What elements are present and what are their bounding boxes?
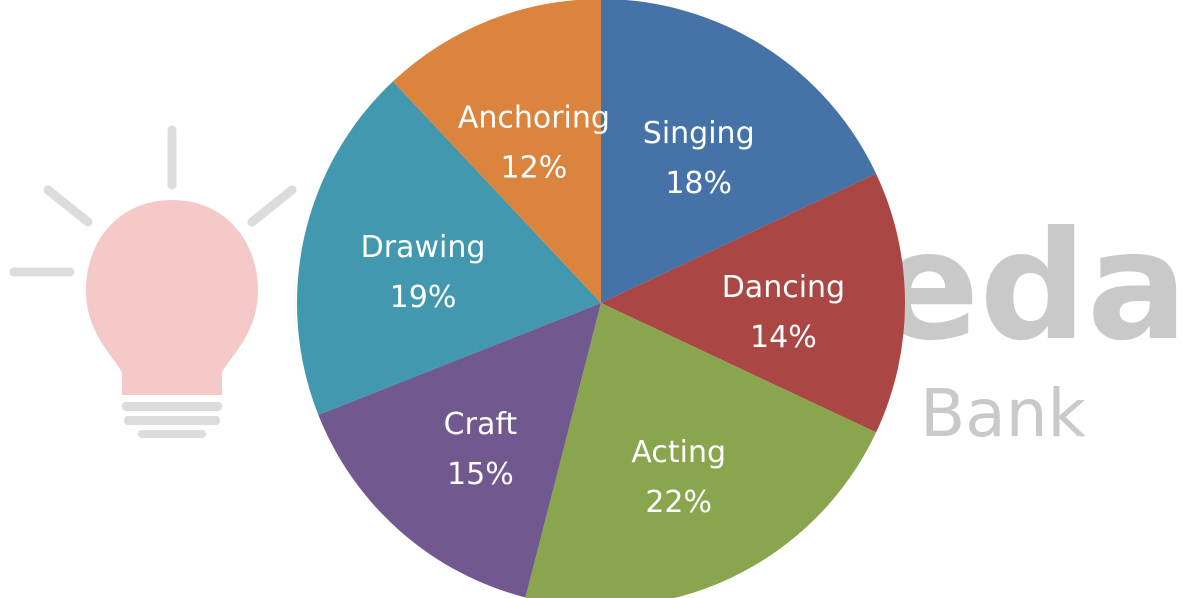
lightbulb-icon	[86, 200, 258, 438]
slice-label-anchoring: Anchoring	[458, 100, 610, 135]
slice-value-anchoring: 12%	[501, 150, 568, 185]
slice-value-dancing: 14%	[750, 320, 817, 355]
slice-value-singing: 18%	[665, 166, 732, 201]
slice-value-acting: 22%	[645, 485, 712, 520]
pie-slice-drawing	[297, 81, 601, 415]
pie-slices	[297, 0, 905, 598]
slice-label-craft: Craft	[444, 407, 518, 442]
slice-label-singing: Singing	[643, 116, 755, 151]
slice-value-craft: 15%	[447, 457, 514, 492]
pie-labels: Singing 18% Dancing 14% Acting 22% Craft 15% Dra…	[361, 100, 845, 520]
slice-label-dancing: Dancing	[722, 270, 845, 305]
pie-slice-dancing	[601, 173, 905, 433]
watermark-logo	[9, 125, 297, 438]
light-rays-icon	[9, 125, 297, 277]
pie-slice-anchoring	[392, 0, 601, 303]
pie-slice-acting	[525, 303, 877, 598]
pie-slice-craft	[318, 303, 601, 598]
pie-slice-singing	[601, 0, 877, 303]
watermark-brand-subtext: Bank	[920, 375, 1087, 452]
slice-label-drawing: Drawing	[361, 230, 486, 265]
slice-label-acting: Acting	[631, 435, 726, 470]
slice-value-drawing: 19%	[390, 280, 457, 315]
